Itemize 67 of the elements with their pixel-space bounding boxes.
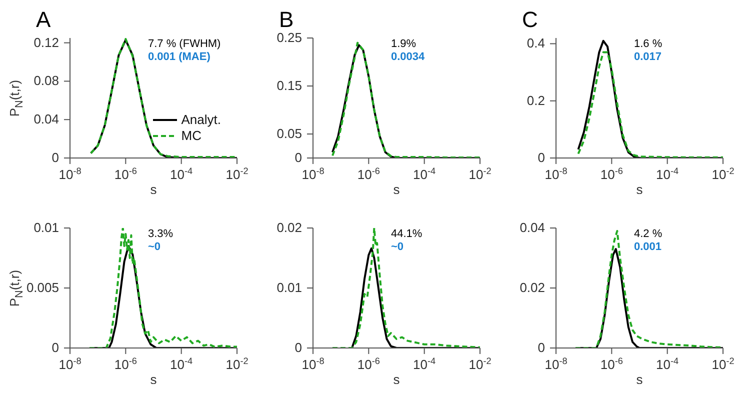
chart-title: A: [35, 7, 52, 32]
annotation: 44.1%: [391, 228, 422, 241]
x-axis-title: s: [393, 372, 400, 387]
annotation: 1.9%: [391, 38, 418, 51]
annotation: 3.3%: [148, 228, 174, 241]
annotation: 0.0034: [391, 51, 425, 64]
x-tick-label: 10$^{-6}$: [600, 356, 623, 372]
x-tick-label: 10$^{-8}$: [58, 166, 82, 182]
x-axis-title: s: [393, 182, 400, 197]
y-tick-label: 0.04: [520, 220, 545, 235]
y-tick-label: 0.02: [276, 220, 302, 235]
x-tick-label: 10$^{-8}$: [302, 356, 324, 372]
y-tick-label: 0.12: [34, 34, 59, 50]
x-tick-label: 10$^{-2}$: [226, 166, 248, 182]
y-tick-label: 0.01: [34, 220, 59, 235]
y-tick-label: 0: [52, 150, 59, 165]
chart-title: B: [278, 7, 295, 32]
x-tick-label: 10$^{-2}$: [468, 356, 492, 372]
y-tick-label: 0.01: [276, 280, 302, 295]
y-tick-label: 0: [294, 340, 302, 355]
x-tick-label: 10$^{-4}$: [170, 356, 193, 372]
annotation: 4.2 %: [634, 228, 662, 241]
y-tick-label: 0.04: [34, 112, 59, 127]
annotation: 0.017: [634, 51, 662, 64]
y-tick-label: 0.02: [520, 280, 545, 295]
annotation: 7.7 % (FWHM): [148, 38, 221, 51]
y-tick-label: 0: [538, 340, 545, 355]
y-tick-label: 0.4: [526, 36, 545, 51]
y-tick-label: 0.05: [276, 126, 302, 141]
x-tick-label: 10$^{-8}$: [544, 166, 568, 182]
y-tick-label: 0: [52, 340, 59, 355]
x-tick-label: 10$^{-6}$: [357, 166, 380, 182]
x-tick-label: 10$^{-2}$: [712, 166, 734, 182]
y-tick-label: 0: [294, 150, 302, 165]
x-axis-title: s: [636, 372, 644, 387]
x-tick-label: 10$^{-2}$: [226, 356, 248, 372]
y-tick-label: 0.005: [26, 280, 59, 295]
x-tick-label: 10$^{-2}$: [468, 166, 492, 182]
x-tick-label: 10$^{-6}$: [114, 356, 137, 372]
x-tick-label: 10$^{-6}$: [600, 166, 623, 182]
x-tick-label: 10$^{-4}$: [656, 166, 679, 182]
legend-label: MC: [181, 128, 202, 144]
chart-title: C: [521, 7, 539, 32]
annotation: 0.001: [634, 241, 662, 254]
y-tick-label: 0.2: [526, 92, 545, 108]
x-tick-label: 10$^{-4}$: [413, 166, 436, 182]
x-tick-label: 10$^{-8}$: [58, 356, 82, 372]
annotation: ~0: [148, 241, 162, 254]
x-tick-label: 10$^{-4}$: [170, 166, 193, 182]
x-tick-label: 10$^{-6}$: [357, 356, 380, 372]
annotation: 1.6 %: [634, 38, 662, 51]
x-tick-label: 10$^{-4}$: [413, 356, 436, 372]
x-tick-label: 10$^{-6}$: [114, 166, 137, 182]
annotation: ~0: [391, 241, 405, 254]
y-tick-label: 0.15: [276, 78, 302, 93]
annotation: 0.001 (MAE): [148, 51, 212, 64]
y-tick-label: 0.25: [276, 30, 302, 45]
legend-label: Analyt.: [181, 112, 221, 128]
x-tick-label: 10$^{-8}$: [302, 166, 324, 182]
x-tick-label: 10$^{-2}$: [712, 356, 734, 372]
y-tick-label: 0: [538, 150, 545, 165]
x-tick-label: 10$^{-4}$: [656, 356, 679, 372]
y-tick-label: 0.08: [34, 73, 59, 88]
x-axis-title: s: [150, 372, 158, 387]
x-tick-label: 10$^{-8}$: [544, 356, 568, 372]
x-axis-title: s: [150, 182, 158, 197]
x-axis-title: s: [636, 182, 644, 197]
